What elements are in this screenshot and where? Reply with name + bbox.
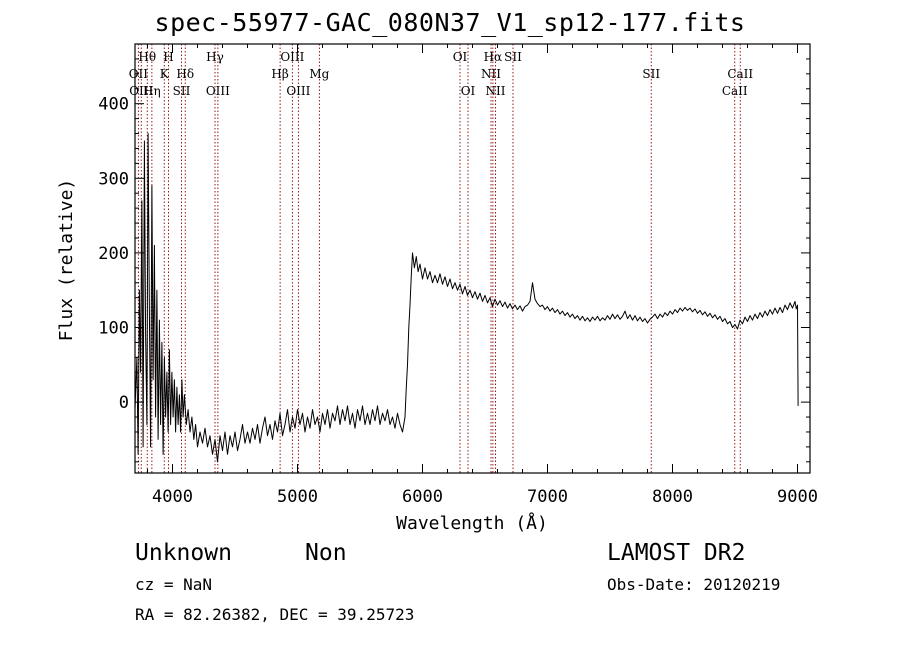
y-tick-label-400: 400 xyxy=(98,95,129,115)
line-marker-label-15: OI xyxy=(461,84,476,98)
axis-ticks-group: 4000 5000 6000 7000 8000 9000 0 100 200 300 400 xyxy=(98,44,818,507)
obs-date: Obs-Date: 20120219 xyxy=(607,575,781,594)
y-tick-label-300: 300 xyxy=(98,169,129,189)
survey-name: LAMOST DR2 xyxy=(607,540,746,566)
y-tick-label-0: 0 xyxy=(119,393,129,413)
spectrum-line xyxy=(134,133,799,463)
line-marker-label-22: CaII xyxy=(722,84,748,98)
line-marker-label-6: Hδ xyxy=(176,67,194,81)
line-marker-label-0: Hθ xyxy=(138,50,156,64)
line-marker-label-14: OI xyxy=(453,50,468,64)
line-marker-label-17: SII xyxy=(504,50,522,64)
object-subclass: Non xyxy=(305,540,347,566)
plot-frame xyxy=(134,43,811,474)
x-axis-label: Wavelength (Å) xyxy=(396,512,548,534)
line-marker-label-20: SII xyxy=(642,67,660,81)
x-tick-label-6000: 6000 xyxy=(402,487,443,507)
x-tick-label-8000: 8000 xyxy=(652,487,693,507)
line-marker-label-18: NII xyxy=(481,67,501,81)
line-marker-label-12: OIII xyxy=(286,84,310,98)
line-marker-label-2: OIII xyxy=(129,84,153,98)
line-marker-label-19: NII xyxy=(486,84,506,98)
redshift-readout: cz = NaN xyxy=(135,575,213,594)
coordinates-readout: RA = 82.26382, DEC = 39.25723 xyxy=(135,605,415,624)
chart-title: spec-55977-GAC_080N37_V1_sp12-177.fits xyxy=(154,8,746,37)
y-tick-label-200: 200 xyxy=(98,244,129,264)
x-tick-label-7000: 7000 xyxy=(527,487,568,507)
x-tick-label-9000: 9000 xyxy=(777,487,818,507)
line-marker-label-5: K xyxy=(160,67,170,81)
line-marker-label-7: SII xyxy=(173,84,191,98)
line-marker-label-11: Hβ xyxy=(271,67,288,81)
y-tick-label-100: 100 xyxy=(98,319,129,339)
object-class: Unknown xyxy=(135,540,232,566)
line-marker-label-16: Hα xyxy=(484,50,503,64)
line-marker-label-21: CaII xyxy=(727,67,753,81)
line-marker-label-8: Hγ xyxy=(206,50,224,64)
line-marker-label-10: OIII xyxy=(280,50,304,64)
line-marker-label-9: OIII xyxy=(206,84,230,98)
line-marker-label-4: H xyxy=(163,50,173,64)
x-tick-label-5000: 5000 xyxy=(277,487,318,507)
x-tick-label-4000: 4000 xyxy=(152,487,193,507)
line-marker-label-13: Mg xyxy=(309,67,329,81)
line-marker-group xyxy=(137,44,741,473)
y-axis-label: Flux (relative) xyxy=(56,179,77,342)
line-marker-label-1: OII xyxy=(129,67,149,81)
line-marker-label-3: Hη xyxy=(143,84,161,98)
spectrum-series-group xyxy=(134,133,799,463)
